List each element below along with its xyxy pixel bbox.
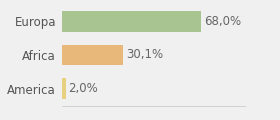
- Text: 2,0%: 2,0%: [68, 82, 98, 95]
- Text: 68,0%: 68,0%: [204, 15, 241, 28]
- Bar: [62, 78, 66, 99]
- Bar: [62, 45, 123, 66]
- Text: 30,1%: 30,1%: [126, 48, 163, 61]
- Bar: [62, 11, 201, 32]
